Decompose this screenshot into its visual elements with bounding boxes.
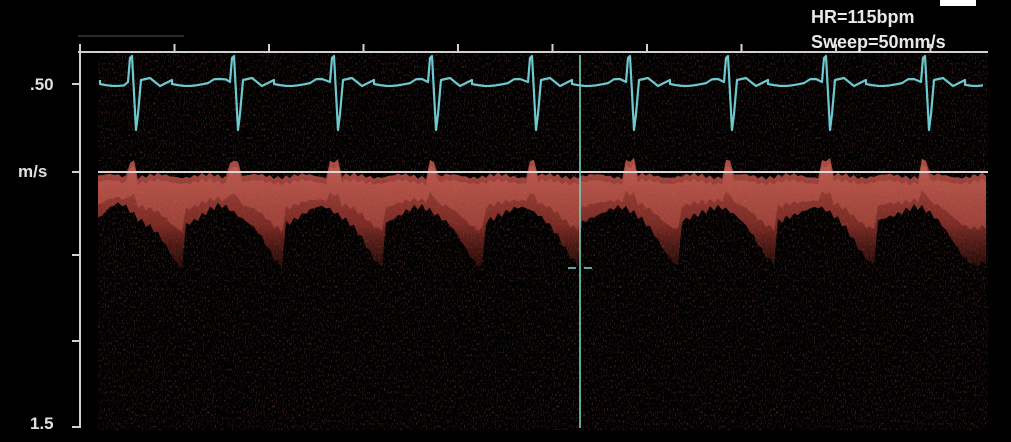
time-ruler: [78, 35, 988, 53]
ecg-trace: [98, 54, 984, 132]
velocity-scale: [72, 52, 81, 428]
doppler-spectrum: [98, 157, 986, 271]
doppler-noise-field: [98, 52, 988, 430]
status-marker: [940, 0, 976, 6]
measurement-cursor[interactable]: [568, 55, 592, 428]
scale-unit-label: m/s: [18, 162, 48, 181]
sweep-speed-readout: Sweep=50mm/s: [811, 32, 946, 52]
scale-top-label: .50: [30, 75, 54, 94]
scale-bottom-label: 1.5: [30, 414, 54, 433]
heart-rate-readout: HR=115bpm: [811, 7, 915, 27]
